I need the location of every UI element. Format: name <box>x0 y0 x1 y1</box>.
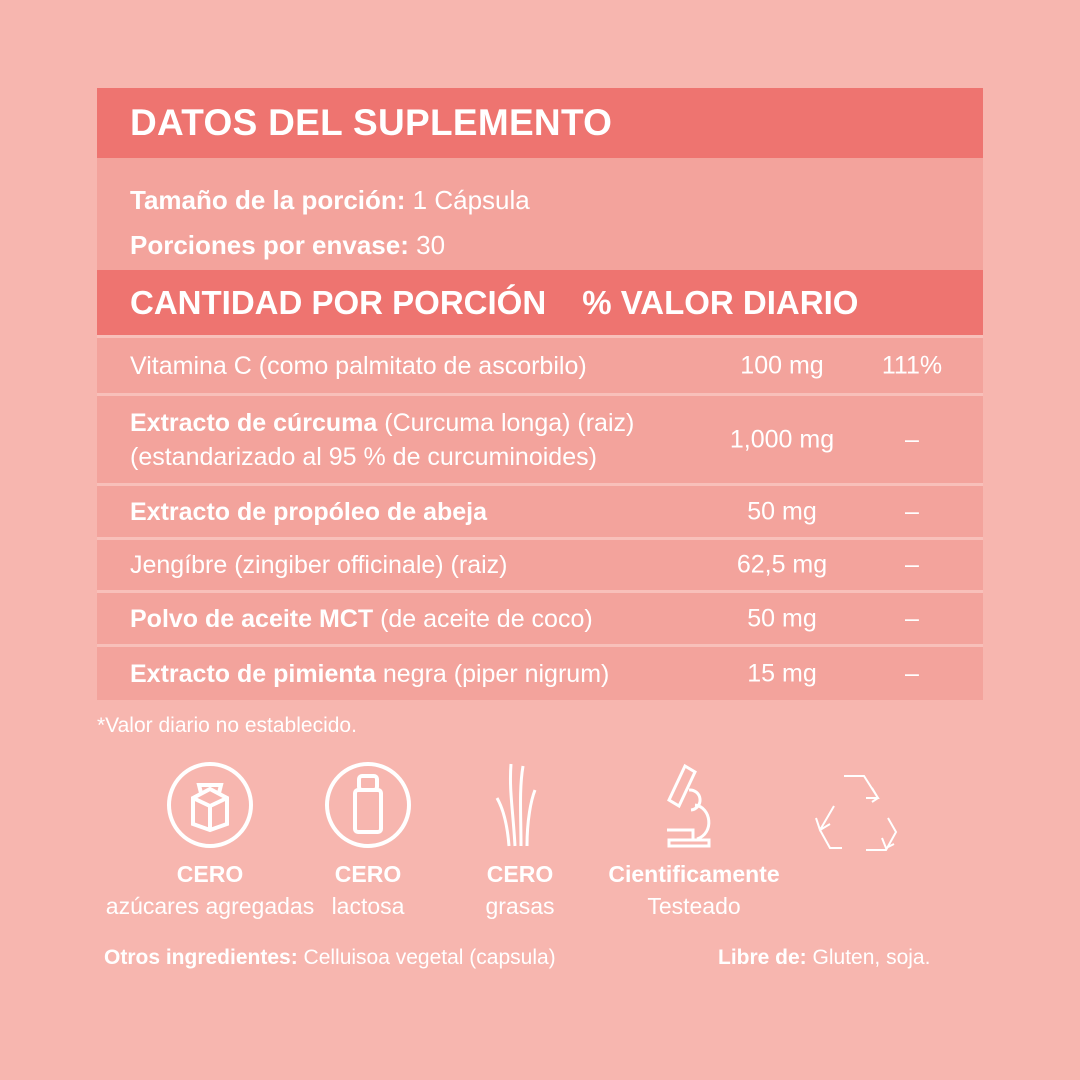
nutrient-name: Extracto de pimienta negra (piper nigrum… <box>130 659 610 688</box>
supplement-facts-panel: DATOS DEL SUPLEMENTO Tamaño de la porció… <box>97 88 983 700</box>
nutrient-name: Jengíbre (zingiber officinale) (raiz) <box>130 551 508 579</box>
nutrient-dv: – <box>905 659 919 687</box>
column-header: CANTIDAD POR PORCIÓN % VALOR DIARIO <box>97 270 983 335</box>
badge-sugar: CERO azúcares agregadas <box>100 760 320 922</box>
nutrient-row: Jengíbre (zingiber officinale) (raiz) 62… <box>97 537 983 590</box>
serving-size: Tamaño de la porción: 1 Cápsula <box>130 185 530 215</box>
badge-tested: Cientificamente Testeado <box>596 760 792 922</box>
nutrient-row: Extracto de pimienta negra (piper nigrum… <box>97 644 983 700</box>
nutrient-amount: 62,5 mg <box>736 550 828 579</box>
milk-bottle-icon <box>325 762 411 848</box>
nutrient-amount: 50 mg <box>747 497 817 525</box>
nutrient-name: Vitamina C (como palmitato de ascorbilo) <box>130 351 587 380</box>
microscope-icon <box>667 763 711 848</box>
nutrient-name: Extracto de propóleo de abeja <box>130 497 488 526</box>
nutrient-row: Extracto de propóleo de abeja 50 mg – <box>97 483 983 537</box>
badge-lactose: CERO lactosa <box>318 760 418 922</box>
grass-icon <box>495 763 537 847</box>
nutrient-dv: – <box>905 425 919 453</box>
nutrient-amount: 1,000 mg <box>729 425 835 453</box>
nutrient-row: Extracto de cúrcuma (Curcuma longa) (rai… <box>97 393 983 483</box>
nutrient-dv: 111% <box>881 351 943 379</box>
badge-fat: CERO grasas <box>470 760 570 922</box>
nutrient-name: Polvo de aceite MCT (de aceite de coco) <box>130 604 593 633</box>
allergen-free: Libre de: Gluten, soja. <box>718 946 931 969</box>
nutrient-dv: – <box>905 497 919 525</box>
serving-info: Tamaño de la porción: 1 Cápsula Porcione… <box>97 158 983 270</box>
servings-per-container: Porciones por envase: 30 <box>130 230 446 260</box>
amount-header: CANTIDAD POR PORCIÓN <box>130 283 547 321</box>
panel-title: DATOS DEL SUPLEMENTO <box>97 88 983 158</box>
nutrient-dv: – <box>905 604 919 632</box>
nutrient-row: Vitamina C (como palmitato de ascorbilo)… <box>97 335 983 393</box>
footnote: *Valor diario no establecido. <box>97 714 357 737</box>
nutrient-name: Extracto de cúrcuma (Curcuma longa) (rai… <box>130 408 635 471</box>
dv-header: % VALOR DIARIO <box>582 283 859 321</box>
other-ingredients: Otros ingredientes: Celluisoa vegetal (c… <box>104 946 556 969</box>
sugar-cube-icon <box>167 762 253 848</box>
nutrient-row: Polvo de aceite MCT (de aceite de coco) … <box>97 590 983 644</box>
nutrient-amount: 100 mg <box>740 351 824 379</box>
nutrient-amount: 15 mg <box>747 659 817 687</box>
nutrient-amount: 50 mg <box>747 604 817 632</box>
nutrient-dv: – <box>905 550 919 579</box>
recycle-icon <box>815 775 898 851</box>
badge-recycle <box>810 768 900 866</box>
